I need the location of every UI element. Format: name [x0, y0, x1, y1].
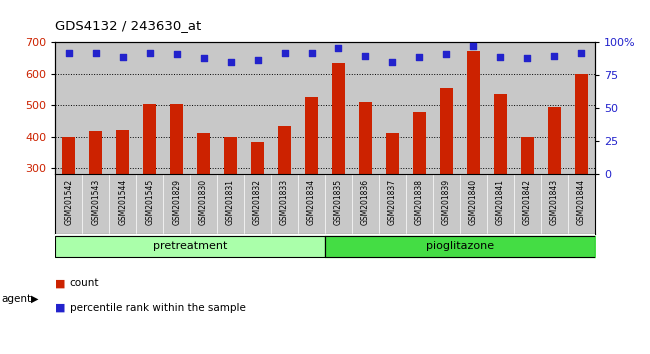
Text: GSM201837: GSM201837: [388, 179, 397, 225]
Text: GSM201833: GSM201833: [280, 179, 289, 225]
Text: GSM201832: GSM201832: [253, 179, 262, 225]
Text: GSM201831: GSM201831: [226, 179, 235, 225]
Bar: [332, 63, 345, 175]
Text: count: count: [70, 278, 99, 288]
Bar: [89, 131, 103, 175]
Point: [468, 44, 478, 49]
Text: GSM201838: GSM201838: [415, 179, 424, 225]
Point: [144, 50, 155, 56]
Point: [118, 54, 128, 60]
Text: ■: ■: [55, 303, 66, 313]
Bar: [325, 236, 595, 257]
Point: [414, 54, 424, 60]
Text: GSM201843: GSM201843: [550, 179, 559, 225]
Point: [576, 50, 586, 56]
Bar: [251, 142, 265, 175]
Text: agent: agent: [1, 294, 31, 304]
Bar: [62, 137, 75, 175]
Text: GSM201542: GSM201542: [64, 179, 73, 225]
Bar: [197, 133, 211, 175]
Text: GSM201544: GSM201544: [118, 179, 127, 225]
Text: GSM201836: GSM201836: [361, 179, 370, 225]
Bar: [55, 236, 325, 257]
Text: GSM201840: GSM201840: [469, 179, 478, 225]
Bar: [170, 104, 183, 175]
Text: percentile rank within the sample: percentile rank within the sample: [70, 303, 246, 313]
Bar: [521, 137, 534, 175]
Text: ▶: ▶: [31, 294, 39, 304]
Text: pioglitazone: pioglitazone: [426, 241, 494, 251]
Point: [495, 54, 506, 60]
Bar: [493, 94, 507, 175]
Point: [172, 52, 182, 57]
Point: [522, 56, 532, 61]
Bar: [278, 126, 291, 175]
Bar: [305, 97, 318, 175]
Point: [198, 56, 209, 61]
Point: [280, 50, 290, 56]
Point: [226, 59, 236, 65]
Bar: [575, 74, 588, 175]
Text: GSM201835: GSM201835: [334, 179, 343, 225]
Point: [549, 53, 560, 58]
Point: [333, 45, 344, 51]
Text: GSM201543: GSM201543: [91, 179, 100, 225]
Text: GSM201842: GSM201842: [523, 179, 532, 225]
Point: [90, 50, 101, 56]
Point: [441, 52, 452, 57]
Text: ■: ■: [55, 278, 66, 288]
Text: GSM201834: GSM201834: [307, 179, 316, 225]
Point: [360, 53, 370, 58]
Bar: [413, 112, 426, 175]
Point: [64, 50, 74, 56]
Bar: [359, 102, 372, 175]
Bar: [116, 130, 129, 175]
Text: GSM201844: GSM201844: [577, 179, 586, 225]
Bar: [143, 104, 157, 175]
Text: pretreatment: pretreatment: [153, 241, 228, 251]
Point: [252, 57, 263, 62]
Text: GSM201841: GSM201841: [496, 179, 505, 225]
Text: GSM201830: GSM201830: [199, 179, 208, 225]
Text: GSM201829: GSM201829: [172, 179, 181, 225]
Bar: [467, 51, 480, 175]
Text: GSM201545: GSM201545: [145, 179, 154, 225]
Bar: [439, 88, 453, 175]
Bar: [547, 107, 561, 175]
Bar: [224, 137, 237, 175]
Text: GDS4132 / 243630_at: GDS4132 / 243630_at: [55, 19, 201, 32]
Bar: [385, 133, 399, 175]
Point: [387, 59, 398, 65]
Point: [306, 50, 317, 56]
Text: GSM201839: GSM201839: [442, 179, 451, 225]
